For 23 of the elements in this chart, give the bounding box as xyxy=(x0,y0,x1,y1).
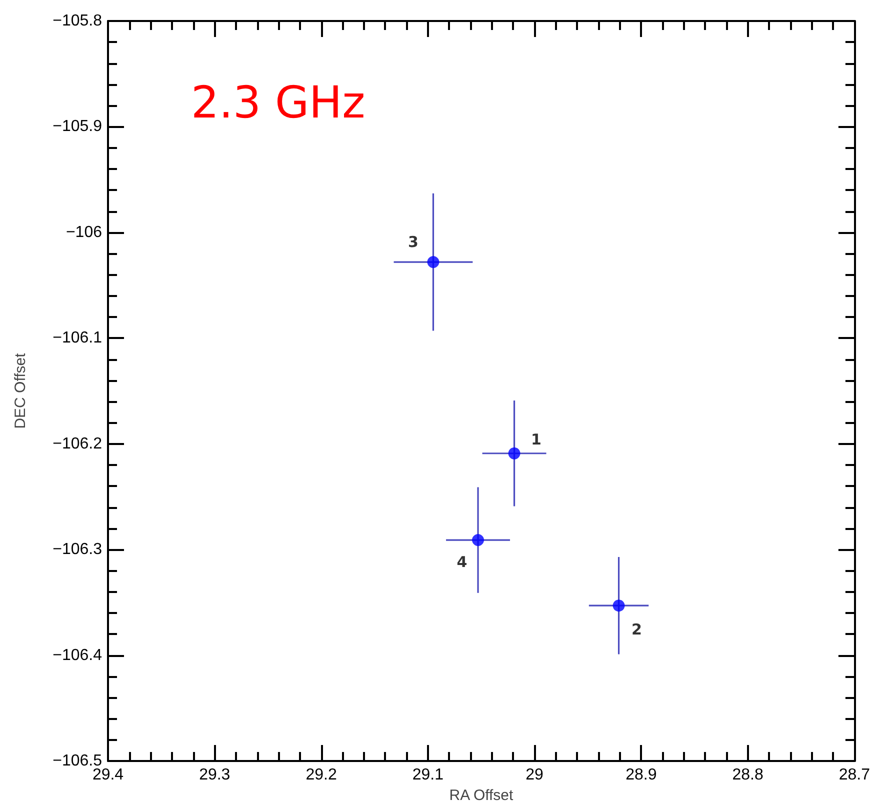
x-tick-label: 29.1 xyxy=(412,766,444,784)
y-tick-label: −106.3 xyxy=(52,541,102,558)
x-tick-label: 28.7 xyxy=(838,766,870,784)
y-tick-label: −106.4 xyxy=(52,646,102,664)
x-axis-title: RA Offset xyxy=(449,786,514,804)
text: 2.3 GHz xyxy=(191,78,366,128)
y-axis-title: DEC Offset xyxy=(12,352,29,429)
y-tick-label: −105.8 xyxy=(52,12,102,30)
x-tick-label: 29 xyxy=(526,766,544,784)
x-tick-label: 29.2 xyxy=(306,766,337,784)
y-tick-label: −106.5 xyxy=(52,752,102,770)
x-tick-label: 28.9 xyxy=(626,766,657,784)
annotation: 2 xyxy=(632,620,642,639)
annotation: 3 xyxy=(408,233,418,252)
x-tick-label: 28.8 xyxy=(732,766,764,784)
x-tick-label: 29.3 xyxy=(199,766,230,784)
y-tick-label: −106.1 xyxy=(52,330,102,347)
y-tick-label: −106.2 xyxy=(52,435,102,452)
y-tick-label: −105.9 xyxy=(52,118,102,136)
x-tick-label: 29.4 xyxy=(92,766,124,784)
annotation: 1 xyxy=(531,430,542,448)
y-tick-label: −106 xyxy=(66,224,102,241)
annotation: 4 xyxy=(456,553,468,572)
